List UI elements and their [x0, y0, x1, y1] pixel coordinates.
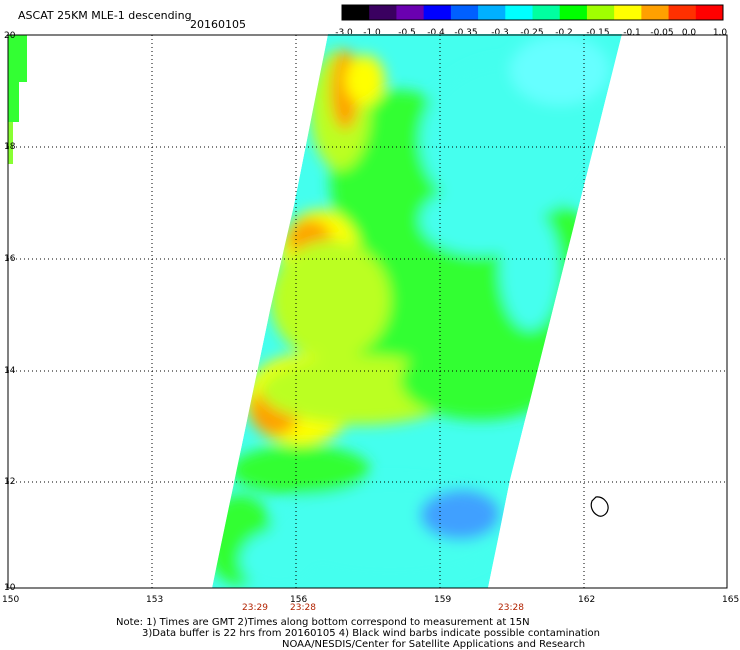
- colorbar-tick-label: -0.05: [650, 28, 673, 38]
- colorbar-tick-label: -0.2: [555, 28, 573, 38]
- colorbar-segment: [668, 5, 697, 20]
- strip-top: [8, 35, 27, 82]
- field-blob: [420, 490, 500, 540]
- time-label-2: 23:28: [290, 603, 316, 613]
- note-line-3: NOAA/NESDIS/Center for Satellite Applica…: [282, 639, 585, 650]
- left-edge-strip: [8, 35, 27, 164]
- colorbar-segment: [532, 5, 561, 20]
- lat-label-16: 16: [4, 254, 16, 264]
- colorbar-segment: [641, 5, 670, 20]
- colorbar-tick-label: -0.3: [491, 28, 509, 38]
- lat-label-14: 14: [4, 366, 16, 376]
- colorbar-tick-label: -3.0: [335, 28, 353, 38]
- lat-label-12: 12: [4, 477, 15, 487]
- field-blob: [230, 445, 370, 495]
- swath-field: [212, 35, 620, 588]
- colorbar-tick-label: -0.5: [398, 28, 416, 38]
- note-line-2: 3)Data buffer is 22 hrs from 20160105 4)…: [142, 628, 600, 639]
- map-title: ASCAT 25KM MLE-1 descending: [18, 9, 192, 22]
- strip-bottom: [8, 122, 13, 164]
- colorbar-segment: [478, 5, 506, 20]
- grid-lines: [8, 35, 727, 588]
- colorbar-segment: [369, 5, 397, 20]
- lon-label-156: 156: [290, 595, 307, 605]
- field-blob: [240, 530, 320, 588]
- contamination-contour: [590, 496, 609, 517]
- strip-mid: [8, 82, 19, 122]
- colorbar-tick-label: -0.35: [454, 28, 477, 38]
- field-blob: [270, 240, 390, 360]
- field-blob: [500, 210, 560, 330]
- lon-label-162: 162: [578, 595, 595, 605]
- colorbar-segment: [614, 5, 642, 20]
- time-label-1: 23:29: [242, 603, 268, 613]
- field-blob: [510, 35, 610, 105]
- field-blob: [345, 55, 385, 105]
- map-date: 20160105: [190, 18, 246, 31]
- lat-label-18: 18: [4, 142, 16, 152]
- lon-label-165: 165: [722, 595, 739, 605]
- colorbar-frame: [341, 4, 724, 21]
- colorbar-segment: [423, 5, 452, 20]
- colorbar-segment: [505, 5, 533, 20]
- colorbar-tick-label: -0.1: [623, 28, 641, 38]
- lon-label-153: 153: [146, 595, 163, 605]
- colorbar-tick-label: -0.4: [427, 28, 445, 38]
- wind-swath: [212, 34, 622, 588]
- colorbar-tick-label: -0.15: [586, 28, 609, 38]
- colorbar-tick-label: 1.0: [713, 28, 728, 38]
- colorbar-segment: [586, 5, 615, 20]
- plot-frame: [7, 34, 728, 589]
- colorbar: -3.0 -1.0 -0.5 -0.4 -0.35 -0.3 -0.25 -0.2 -0.15 -…: [335, 4, 728, 38]
- colorbar-segment: [450, 5, 479, 20]
- colorbar-tick-label: -1.0: [363, 28, 381, 38]
- colorbar-tick-label: 0.0: [682, 28, 697, 38]
- colorbar-tick-label: -0.25: [520, 28, 543, 38]
- colorbar-segment: [695, 5, 724, 20]
- colorbar-segment: [342, 5, 370, 20]
- lon-label-159: 159: [434, 595, 451, 605]
- colorbar-segment: [396, 5, 425, 20]
- lat-label-20: 20: [4, 31, 16, 41]
- lon-label-150: 150: [2, 595, 19, 605]
- note-line-1: Note: 1) Times are GMT 2)Times along bot…: [116, 617, 530, 628]
- lat-label-10: 10: [4, 583, 16, 593]
- colorbar-segment: [559, 5, 588, 20]
- time-label-3: 23:28: [498, 603, 524, 613]
